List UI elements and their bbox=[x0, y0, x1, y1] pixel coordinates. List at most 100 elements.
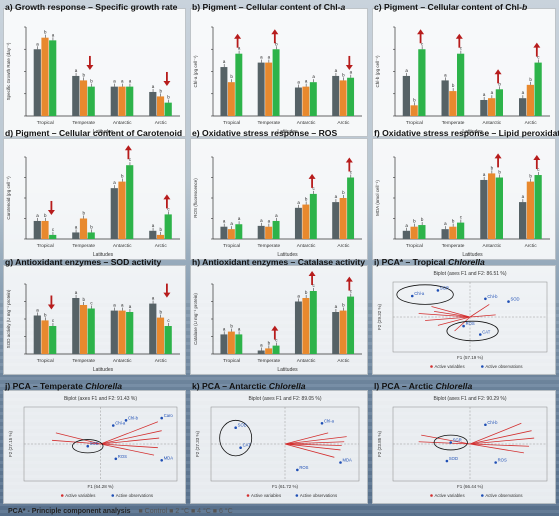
observation-point bbox=[436, 289, 440, 292]
bar bbox=[79, 305, 88, 354]
category-label: Temperate bbox=[442, 243, 465, 249]
significance-letter: a bbox=[312, 74, 315, 79]
significance-letter: a bbox=[121, 79, 124, 84]
significance-letter: a bbox=[483, 92, 486, 97]
loading-vector bbox=[284, 441, 345, 445]
observation-point bbox=[160, 458, 163, 462]
significance-letter: a bbox=[230, 221, 233, 226]
loading-vector bbox=[469, 304, 490, 318]
observation-label: MDA bbox=[164, 455, 174, 460]
legend-variables: Active variables bbox=[65, 493, 95, 498]
bar bbox=[164, 102, 172, 116]
category-label: Arctic bbox=[337, 120, 350, 126]
biplot-subtitle: Biplot (axes F1 and F2: 91.43 %) bbox=[64, 396, 137, 402]
significance-letter: b bbox=[230, 324, 233, 329]
significance-letter: b bbox=[491, 165, 494, 170]
arrow-down bbox=[345, 55, 353, 70]
category-label: Antarctic bbox=[113, 358, 132, 364]
y-axis-label: Chl-b (pg cell⁻¹) bbox=[375, 55, 380, 87]
significance-letter: a bbox=[113, 180, 116, 185]
category-label: Antarctic bbox=[113, 120, 132, 126]
category-label: Tropical bbox=[223, 243, 240, 249]
bar bbox=[526, 84, 534, 116]
arrow-up bbox=[345, 157, 353, 172]
observation-point bbox=[494, 461, 497, 464]
significance-letter: b bbox=[342, 72, 345, 77]
significance-letter: b bbox=[498, 170, 501, 175]
panel-i: Biplot (axes F1 and F2: 86.51 %) Chl-a SGR… bbox=[372, 265, 556, 375]
significance-letter: c bbox=[52, 318, 55, 323]
arrow-down bbox=[47, 295, 55, 310]
significance-letter: a bbox=[335, 194, 338, 199]
observation-point bbox=[320, 421, 324, 425]
legend-variables: Active variables bbox=[251, 493, 281, 498]
bar bbox=[41, 220, 49, 239]
bar bbox=[227, 331, 235, 354]
observation-label: Chl-a bbox=[324, 418, 335, 423]
category-label: Antarctic bbox=[297, 120, 316, 126]
significance-letter: a bbox=[335, 304, 338, 309]
bar bbox=[257, 62, 265, 116]
significance-letter: a bbox=[305, 79, 308, 84]
bar bbox=[72, 232, 80, 239]
y-axis-label: Chl-a (pg cell⁻¹) bbox=[193, 55, 198, 87]
panel-f: MDA (nmol cell⁻¹) Latitudes a b b Tropical a b c… bbox=[372, 138, 556, 260]
arrow-down bbox=[86, 55, 94, 70]
loading-vector bbox=[421, 434, 471, 445]
bar bbox=[347, 296, 355, 354]
panel-c: Chl-b (pg cell⁻¹) Latitudes a b c Tropical a b c… bbox=[372, 8, 556, 137]
significance-letter: a bbox=[268, 55, 271, 60]
bar bbox=[110, 310, 118, 354]
chart-i: Biplot (axes F1 and F2: 86.51 %) Chl-a SGR… bbox=[377, 271, 548, 369]
category-label: Arctic bbox=[337, 243, 350, 249]
observation-label: Caro bbox=[164, 413, 174, 418]
y-axis-label: SOD activity (U mg⁻¹ protein) bbox=[6, 289, 11, 348]
loading-vector bbox=[100, 437, 160, 445]
legend-observations: Active observations bbox=[485, 493, 522, 498]
significance-letter: b bbox=[529, 77, 532, 82]
significance-letter: a bbox=[75, 224, 78, 229]
bar bbox=[72, 75, 80, 116]
bar bbox=[309, 193, 317, 239]
arrow-up bbox=[271, 325, 279, 340]
y-axis-label: Catalase (U mg⁻¹ protein) bbox=[193, 293, 198, 345]
significance-letter: b bbox=[121, 174, 124, 179]
bar bbox=[126, 86, 134, 116]
bar bbox=[87, 308, 95, 354]
y-axis-label: F2 (27.15 %) bbox=[8, 430, 13, 457]
significance-letter: b bbox=[342, 190, 345, 195]
bar bbox=[332, 312, 340, 354]
bar bbox=[441, 80, 449, 116]
significance-letter: b bbox=[268, 340, 271, 345]
legend-variables: Active variables bbox=[435, 493, 465, 498]
panel-j: Biplot (axes F1 and F2: 91.43 %) SOD Chl-a… bbox=[3, 390, 186, 504]
category-label: Tropical bbox=[37, 120, 54, 126]
observation-point bbox=[484, 423, 487, 427]
significance-letter: c bbox=[167, 318, 170, 323]
significance-letter: b bbox=[452, 83, 455, 88]
bar bbox=[402, 75, 410, 116]
significance-letter: c bbox=[421, 41, 424, 46]
bar bbox=[265, 348, 273, 354]
chart-k: Biplot (axes F1 and F2: 89.05 %) SOD CAT Ch… bbox=[195, 396, 360, 498]
category-label: Temperate bbox=[72, 120, 95, 126]
loading-vector bbox=[431, 306, 471, 318]
observation-point bbox=[86, 444, 90, 448]
bar bbox=[87, 86, 95, 116]
panel-d: Carotenoid (pg cell⁻¹) Latitudes a b c Tropic… bbox=[3, 138, 186, 260]
biplot-subtitle: Biplot (axes F1 and F2: 86.51 %) bbox=[433, 271, 506, 277]
x-axis-label: Latitudes bbox=[93, 252, 114, 258]
loading-vector bbox=[418, 441, 471, 445]
observation-point bbox=[111, 424, 115, 427]
bar bbox=[156, 234, 165, 239]
observation-label: MDA bbox=[343, 458, 353, 463]
significance-letter: a bbox=[52, 32, 55, 37]
title-c: c) Pigment – Cellular content of Chl-b bbox=[374, 2, 528, 12]
observation-point bbox=[484, 297, 487, 301]
bar bbox=[294, 87, 302, 116]
bar bbox=[449, 226, 457, 239]
category-label: Tropical bbox=[223, 120, 240, 126]
significance-letter: c bbox=[537, 55, 540, 60]
significance-letter: a bbox=[522, 90, 525, 95]
significance-letter: a bbox=[297, 294, 300, 299]
